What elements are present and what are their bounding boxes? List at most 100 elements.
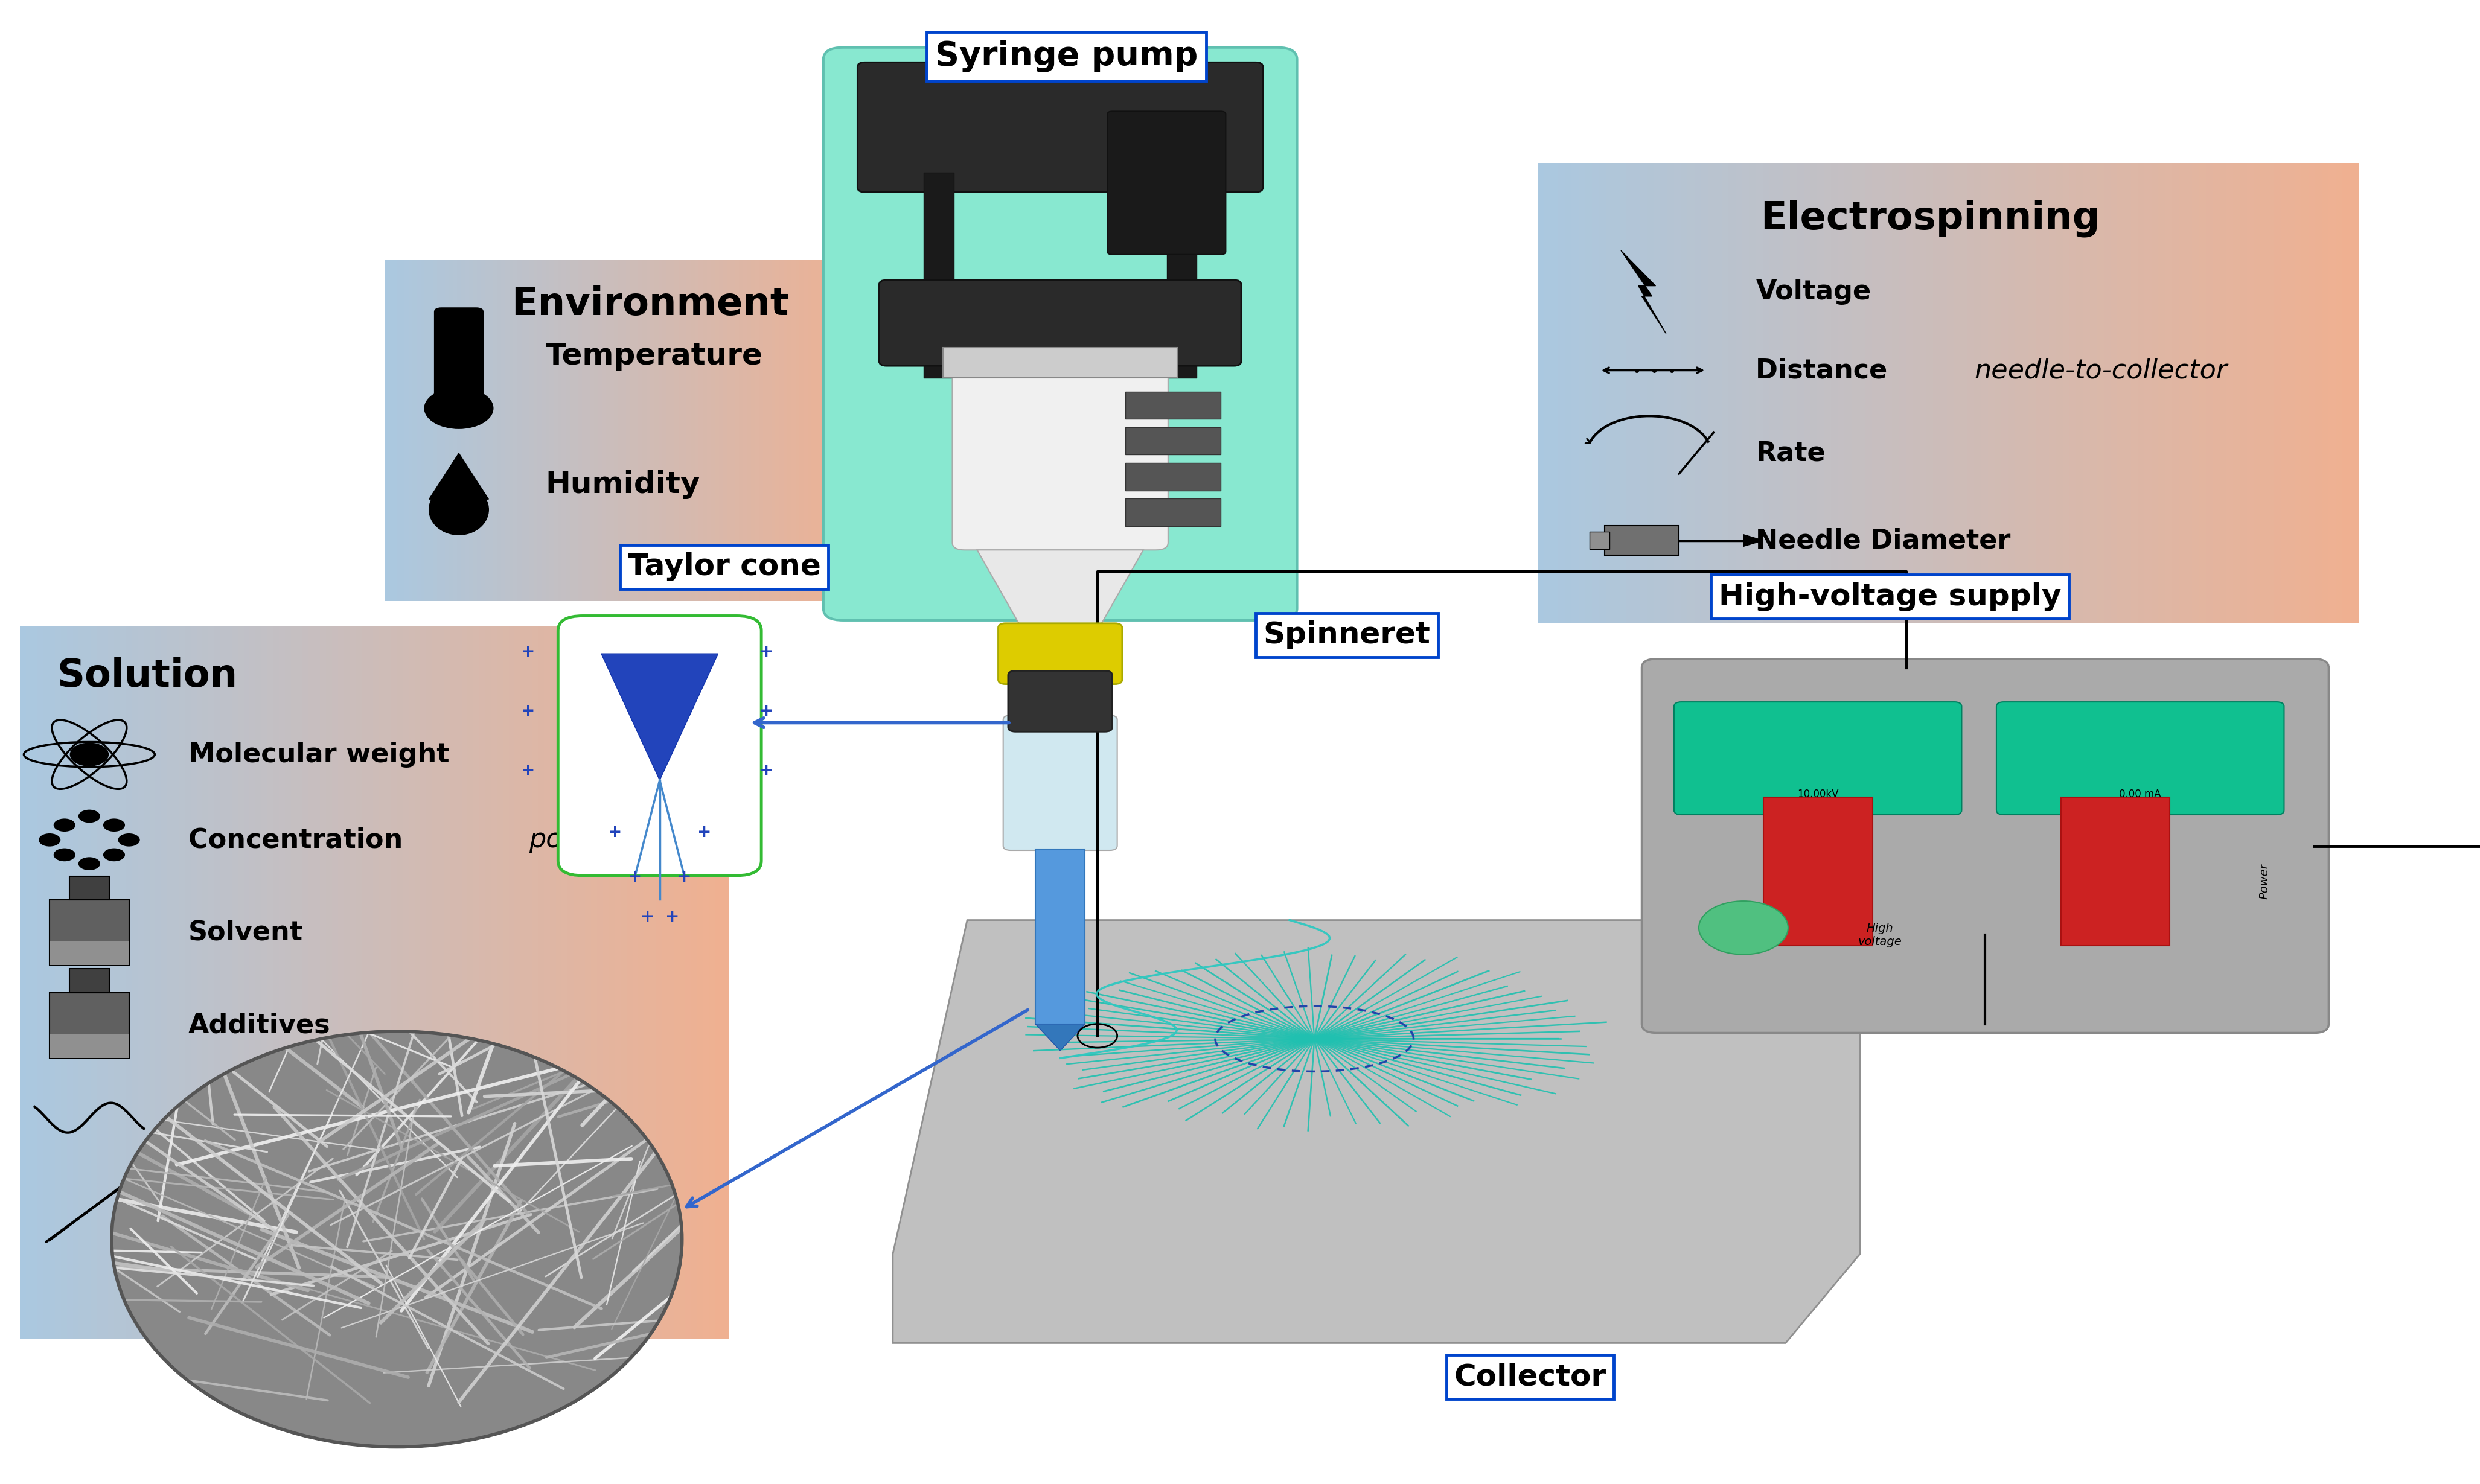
Bar (1872, 163, 1880, 623)
Bar (1572, 163, 1582, 623)
Bar (503, 626, 511, 1339)
Bar (556, 626, 563, 1339)
Bar (1858, 163, 1867, 623)
Bar (508, 626, 516, 1339)
Bar (655, 260, 660, 601)
Text: Humidity: Humidity (546, 470, 699, 499)
FancyBboxPatch shape (1007, 671, 1111, 732)
Bar (1126, 392, 1220, 418)
Text: Rate: Rate (1756, 441, 1825, 466)
Bar (1585, 163, 1595, 623)
Bar (474, 260, 479, 601)
Bar (414, 626, 422, 1339)
Bar (719, 260, 724, 601)
Bar (722, 626, 729, 1339)
Text: Concentration: Concentration (188, 827, 412, 853)
Bar (675, 260, 682, 601)
Bar (508, 260, 516, 601)
Bar (1865, 163, 1875, 623)
Bar (593, 260, 600, 601)
Bar (622, 260, 630, 601)
Bar (496, 626, 506, 1339)
Bar (372, 626, 382, 1339)
Bar (89, 626, 99, 1339)
Bar (126, 626, 134, 1339)
Bar (2118, 163, 2125, 623)
Bar (1763, 163, 1771, 623)
Bar (513, 260, 521, 601)
Bar (2150, 163, 2160, 623)
Bar (1612, 163, 1622, 623)
Bar (114, 626, 122, 1339)
Bar (521, 260, 528, 601)
Bar (585, 626, 593, 1339)
Bar (786, 260, 794, 601)
Text: 10.00kV: 10.00kV (1798, 789, 1838, 800)
Bar (709, 626, 717, 1339)
Bar (543, 626, 553, 1339)
Bar (1605, 163, 1614, 623)
Bar (392, 260, 399, 601)
Bar (2239, 163, 2249, 623)
Bar (712, 260, 717, 601)
Text: High
voltage: High voltage (1858, 923, 1902, 947)
Bar (50, 626, 57, 1339)
Bar (466, 626, 476, 1339)
Bar (2267, 163, 2277, 623)
Bar (541, 260, 548, 601)
Bar (771, 260, 779, 601)
Bar (551, 626, 558, 1339)
Bar (618, 260, 625, 601)
Bar (2309, 163, 2316, 623)
Bar (804, 260, 811, 601)
Bar (694, 260, 702, 601)
Bar (332, 626, 340, 1339)
Bar (1776, 163, 1786, 623)
Bar (1892, 163, 1902, 623)
Bar (337, 626, 347, 1339)
Bar (1577, 163, 1587, 623)
Bar (486, 260, 491, 601)
Bar (2056, 163, 2066, 623)
FancyBboxPatch shape (1002, 715, 1116, 850)
Bar (1803, 163, 1813, 623)
Circle shape (104, 819, 124, 831)
Bar (1600, 163, 1610, 623)
Bar (861, 260, 866, 601)
Bar (1932, 163, 1942, 623)
Bar (429, 260, 434, 601)
FancyBboxPatch shape (558, 616, 761, 876)
Bar (657, 260, 665, 601)
Text: +: + (521, 763, 536, 779)
Bar (680, 260, 684, 601)
Text: +: + (759, 763, 774, 779)
Bar (759, 260, 766, 601)
Bar (1639, 163, 1649, 623)
Bar (62, 626, 69, 1339)
Text: Voltage: Voltage (1756, 279, 1872, 306)
Bar (784, 260, 789, 601)
FancyBboxPatch shape (1642, 659, 2329, 1033)
Bar (2110, 163, 2120, 623)
Bar (131, 626, 139, 1339)
Bar (630, 260, 637, 601)
Text: Additives: Additives (188, 1012, 330, 1039)
Bar (1550, 163, 1560, 623)
Bar (2247, 163, 2257, 623)
Bar (50, 1034, 129, 1058)
Bar (1838, 163, 1848, 623)
Bar (526, 626, 536, 1339)
Text: Collector: Collector (1453, 1362, 1607, 1392)
Bar (538, 260, 543, 601)
Bar (404, 260, 412, 601)
Bar (432, 626, 441, 1339)
Bar (662, 260, 670, 601)
Text: +: + (697, 824, 712, 840)
Bar (667, 626, 677, 1339)
FancyBboxPatch shape (823, 47, 1297, 620)
Bar (278, 626, 288, 1339)
Bar (573, 626, 583, 1339)
Text: Solution: Solution (57, 657, 238, 695)
Bar (144, 626, 151, 1339)
Bar (1967, 163, 1977, 623)
